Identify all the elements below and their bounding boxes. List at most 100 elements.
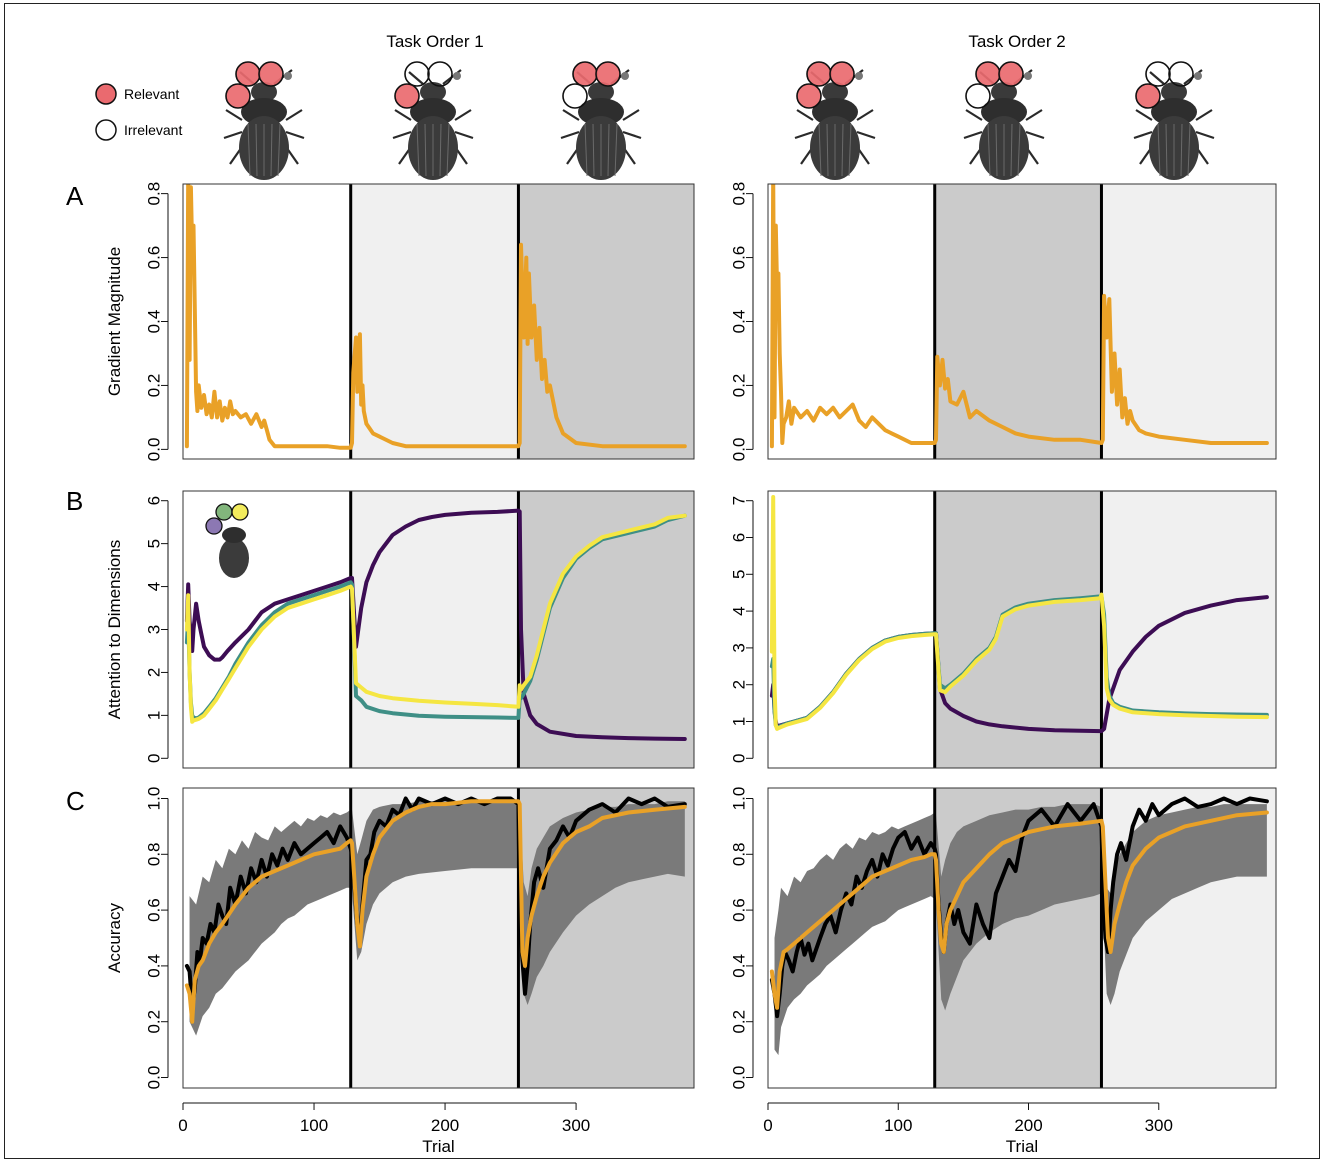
beetle-leg	[454, 130, 474, 140]
panel-letter-c: C	[66, 786, 85, 816]
beetle-leg	[856, 109, 874, 121]
beetle-antenna	[453, 72, 461, 80]
y-tick-label: 5	[730, 570, 749, 579]
y-tick-label: 4	[145, 582, 164, 591]
beetle-leg	[622, 130, 642, 140]
x-tick-label: 0	[763, 1116, 772, 1135]
beetle-stripe	[1157, 123, 1161, 177]
y-tick-label: 1.0	[145, 787, 164, 811]
beetle-leg	[285, 109, 303, 121]
y-axis-label: Attention to Dimensions	[105, 540, 124, 720]
beetle-leg	[560, 130, 580, 140]
beetle-stripe	[987, 123, 991, 177]
feature-circle	[806, 61, 832, 87]
y-tick-label: 6	[145, 496, 164, 505]
beetle-thorax	[1151, 98, 1197, 126]
x-tick-label: 100	[884, 1116, 912, 1135]
beetle-icon-4	[794, 61, 876, 180]
y-tick-label: 0.6	[730, 246, 749, 270]
beetle-stripe	[416, 123, 420, 177]
y-tick-label: 0.6	[730, 898, 749, 922]
series-line-orange	[184, 184, 687, 450]
panel-letter-a: A	[66, 181, 84, 211]
feature-circle	[404, 61, 430, 87]
y-tick-label: 0.4	[730, 954, 749, 978]
beetle-leg	[225, 109, 243, 121]
feature-circle	[998, 61, 1024, 87]
beetle-head	[251, 82, 277, 102]
feature-circle	[595, 61, 621, 87]
beetle-stripe	[614, 123, 618, 177]
beetle-leg	[794, 130, 814, 140]
relevant-legend-marker	[95, 83, 117, 105]
beetle-stripe	[1165, 123, 1168, 177]
beetle-stripe	[1010, 123, 1013, 177]
block-shading-dark	[934, 491, 1102, 768]
y-tick-label: 7	[730, 496, 749, 505]
beetle-leg	[796, 109, 814, 121]
feature-circle	[965, 83, 991, 109]
y-tick-label: 0	[730, 754, 749, 763]
mini-beetle-body	[219, 538, 249, 578]
beetle-stripe	[446, 123, 450, 177]
feature-circle	[427, 61, 453, 87]
beetle-leg	[394, 109, 412, 121]
panel-c1: 0.0 0.2 0.4 0.6 0.8 1.0 Accuracy 0 100 200 300 Tria…	[105, 787, 695, 1156]
plot-area	[184, 491, 687, 768]
plot-frame	[767, 183, 1277, 460]
y-tick-label: 3	[145, 625, 164, 634]
feature-circle	[796, 83, 822, 109]
y-tick-label: 4	[730, 606, 749, 615]
beetle-stripe	[1017, 123, 1021, 177]
beetle-antenna	[855, 72, 863, 80]
beetle-icon-1	[223, 61, 305, 180]
feature-circle	[975, 61, 1001, 87]
beetle-head	[822, 82, 848, 102]
y-tick-label: 0.0	[145, 438, 164, 462]
plot-frame	[182, 490, 695, 769]
beetle-stripe	[826, 123, 829, 177]
y-tick-label: 0.6	[145, 898, 164, 922]
relevant-legend-label: Relevant	[124, 86, 179, 102]
beetle-stripe	[1187, 123, 1191, 177]
beetle-stripe	[848, 123, 852, 177]
beetle-stripe	[247, 123, 251, 177]
plot-frame	[767, 787, 1277, 1089]
x-axis-label: Trial	[422, 1137, 454, 1156]
x-tick-label: 300	[1145, 1116, 1173, 1135]
x-tick-label: 200	[1014, 1116, 1042, 1135]
beetle-stripe	[584, 123, 588, 177]
feature-circle	[225, 83, 251, 109]
panel-a1: 0.0 0.2 0.4 0.6 0.8 Gradient Magnitude	[105, 182, 695, 462]
y-tick-label: 1.0	[730, 787, 749, 811]
beetle-leg	[1149, 71, 1165, 85]
beetle-stripe	[424, 123, 427, 177]
task-order-2-title: Task Order 2	[968, 32, 1065, 51]
y-tick-label: 0	[145, 754, 164, 763]
y-tick-label: 0.8	[145, 842, 164, 866]
x-tick-label: 200	[431, 1116, 459, 1135]
beetle-stripe	[277, 123, 281, 177]
y-tick-label: 0.2	[730, 1010, 749, 1034]
x-tick-label: 0	[178, 1116, 187, 1135]
panel-c2: 0.0 0.2 0.4 0.6 0.8 1.0 0 100 200 300 Trial	[730, 787, 1277, 1156]
beetle-leg	[454, 109, 472, 121]
beetle-stripe	[1180, 123, 1183, 177]
beetle-stripe	[592, 123, 595, 177]
beetle-antenna	[1024, 72, 1032, 80]
task-order-1-title: Task Order 1	[386, 32, 483, 51]
attention-dimension-marker	[205, 517, 223, 535]
panel-b1: 0 1 2 3 4 5 6 Attention to Dimensions	[105, 490, 695, 769]
beetle-head	[1161, 82, 1187, 102]
stimulus-icons	[223, 61, 1215, 180]
beetle-thorax	[410, 98, 456, 126]
beetle-stripe	[270, 123, 273, 177]
y-tick-label: 0.8	[730, 182, 749, 206]
block-shading-light	[1101, 491, 1276, 768]
beetle-antenna	[284, 72, 292, 80]
y-tick-label: 2	[145, 668, 164, 677]
beetle-thorax	[981, 98, 1027, 126]
beetle-leg	[965, 109, 983, 121]
